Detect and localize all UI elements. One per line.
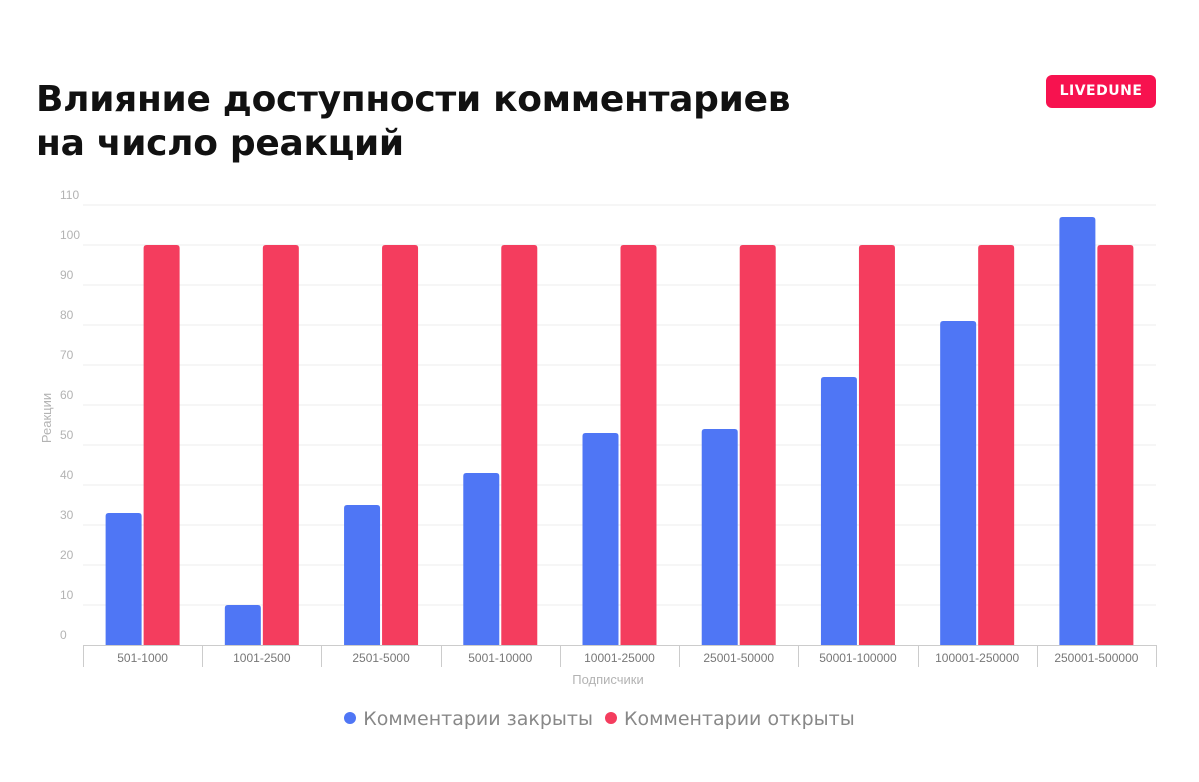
bar-comments-open[interactable] [262, 245, 299, 645]
bar-comments-closed[interactable] [105, 513, 142, 645]
legend-item-closed[interactable]: Комментарии закрыты [344, 708, 593, 730]
bar-comments-closed[interactable] [463, 473, 500, 645]
x-tick-label: 10001-25000 [584, 651, 655, 665]
legend-label-open: Комментарии открыты [624, 708, 855, 730]
x-tick-label: 2501-5000 [352, 651, 410, 665]
bars [105, 217, 1134, 645]
x-tick-label: 50001-100000 [819, 651, 897, 665]
y-axis-label: Реакции [39, 393, 54, 443]
x-tick-label: 1001-2500 [233, 651, 291, 665]
x-tick-label: 501-1000 [117, 651, 168, 665]
y-tick-label: 100 [60, 228, 80, 242]
y-tick-label: 20 [60, 548, 74, 562]
bar-comments-open[interactable] [858, 245, 895, 645]
y-tick-label: 40 [60, 468, 74, 482]
legend-dot-open-icon [605, 712, 618, 724]
y-axis-ticks: 0 10 20 30 40 50 60 70 80 90 100 110 [60, 188, 80, 642]
bar-comments-closed[interactable] [224, 605, 261, 645]
chart-title-line-1: Влияние доступности комментариев [36, 79, 791, 120]
bar-chart: 0 10 20 30 40 50 60 70 80 90 100 110 501-1000 1001-2… [39, 188, 1157, 687]
y-tick-label: 90 [60, 268, 74, 282]
y-tick-label: 0 [60, 628, 67, 642]
bar-comments-open[interactable] [978, 245, 1015, 645]
bar-comments-open[interactable] [382, 245, 419, 645]
bar-comments-closed[interactable] [582, 433, 619, 645]
bar-comments-closed[interactable] [940, 321, 977, 645]
bar-comments-closed[interactable] [820, 377, 857, 645]
y-tick-label: 10 [60, 588, 74, 602]
legend-item-open[interactable]: Комментарии открыты [605, 708, 855, 730]
bar-comments-open[interactable] [143, 245, 180, 645]
chart-title: Влияние доступности комментариев на числ… [36, 78, 790, 166]
y-tick-label: 70 [60, 348, 74, 362]
x-axis-label: Подписчики [572, 672, 644, 687]
y-tick-label: 60 [60, 388, 74, 402]
chart-title-line-2: на число реакций [36, 123, 404, 164]
bar-comments-closed[interactable] [344, 505, 381, 645]
x-axis: 501-1000 1001-2500 2501-5000 5001-10000 1000… [83, 645, 1157, 667]
livedune-logo: LIVEDUNE [1046, 75, 1156, 108]
grid-lines [83, 204, 1156, 606]
legend-label-closed: Комментарии закрыты [363, 708, 593, 730]
bar-comments-open[interactable] [1097, 245, 1134, 645]
bar-comments-closed[interactable] [701, 429, 738, 645]
x-tick-label: 5001-10000 [468, 651, 532, 665]
y-tick-label: 110 [60, 188, 79, 202]
legend-dot-closed-icon [344, 712, 357, 724]
bar-comments-open[interactable] [501, 245, 538, 645]
y-tick-label: 80 [60, 308, 74, 322]
bar-comments-closed[interactable] [1059, 217, 1096, 645]
chart-legend: Комментарии закрыты Комментарии открыты [0, 708, 1199, 730]
bar-comments-open[interactable] [739, 245, 776, 645]
y-tick-label: 30 [60, 508, 74, 522]
y-tick-label: 50 [60, 428, 74, 442]
x-tick-label: 250001-500000 [1054, 651, 1138, 665]
bar-comments-open[interactable] [620, 245, 657, 645]
x-tick-label: 100001-250000 [935, 651, 1019, 665]
x-tick-label: 25001-50000 [703, 651, 774, 665]
